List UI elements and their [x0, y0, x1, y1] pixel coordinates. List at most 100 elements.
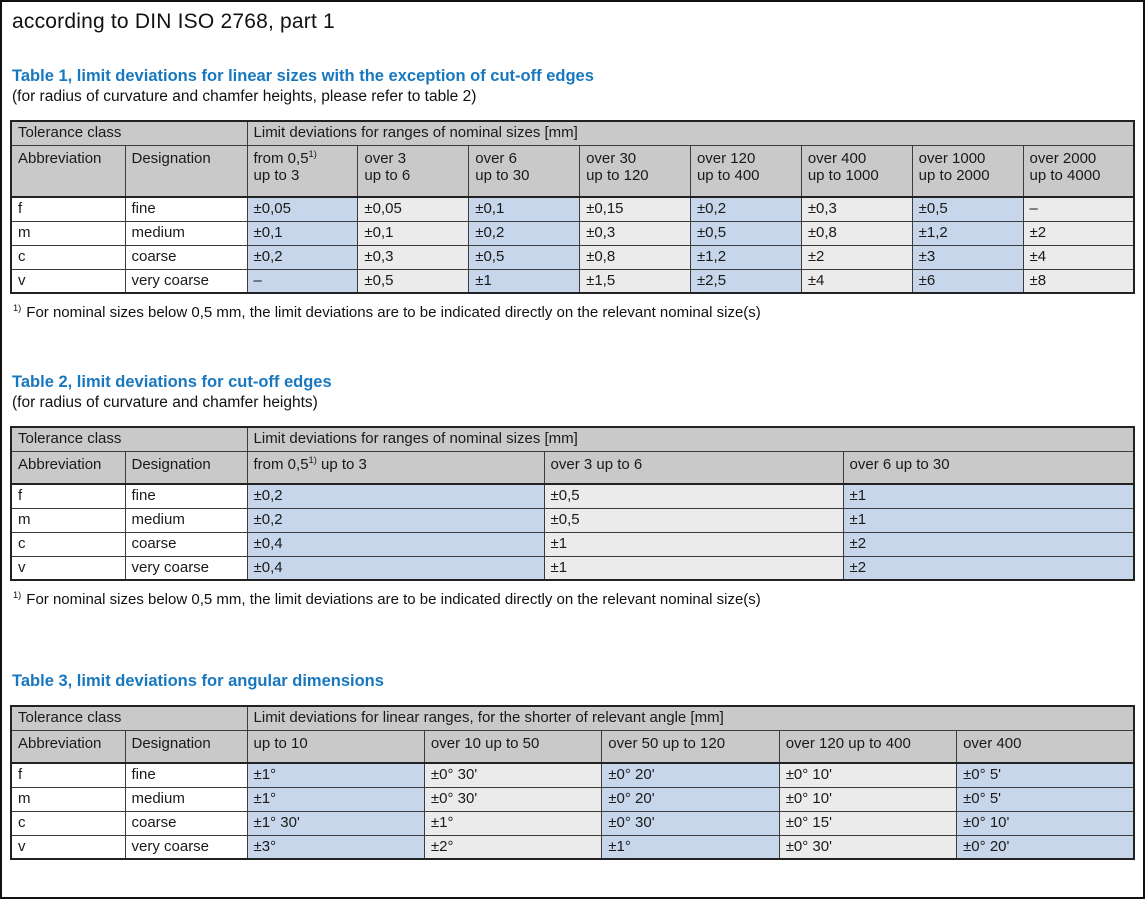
value-cell: ±0,2: [246, 507, 545, 533]
value-cell: ±2°: [423, 834, 603, 860]
table1-footnote: 1) For nominal sizes below 0,5 mm, the li…: [13, 303, 761, 321]
column-header-designation: Designation: [124, 144, 248, 198]
table3-column-header-row: Abbreviation Designation up to 10 over 1…: [10, 729, 1135, 764]
column-header-range: over 3 up to 6: [357, 144, 470, 198]
table-row: c coarse ±0,4 ±1 ±2: [10, 531, 1135, 557]
abbreviation-cell: v: [10, 268, 126, 294]
column-header-abbreviation: Abbreviation: [10, 144, 126, 198]
table1-tolerance-class-header: Tolerance class: [10, 120, 248, 146]
designation-cell: very coarse: [124, 555, 248, 581]
table1: Tolerance class Limit deviations for ran…: [10, 120, 1135, 294]
column-header-designation: Designation: [124, 450, 248, 485]
abbreviation-cell: v: [10, 555, 126, 581]
value-cell: ±0° 10': [778, 762, 958, 788]
table1-column-header-row: Abbreviation Designation from 0,51) up to…: [10, 144, 1135, 198]
designation-cell: medium: [124, 507, 248, 533]
value-cell: ±0,2: [246, 483, 545, 509]
designation-cell: coarse: [124, 531, 248, 557]
value-cell: ±0° 30': [423, 786, 603, 812]
table3-tolerance-class-header: Tolerance class: [10, 705, 248, 731]
abbreviation-cell: v: [10, 834, 126, 860]
value-cell: ±4: [800, 268, 913, 294]
table-row: c coarse ±1° 30' ±1° ±0° 30' ±0° 15' ±0°…: [10, 810, 1135, 836]
value-cell: ±0° 20': [601, 762, 780, 788]
value-cell: ±0,3: [579, 220, 691, 246]
page-title: according to DIN ISO 2768, part 1: [12, 10, 335, 33]
table-row: f fine ±1° ±0° 30' ±0° 20' ±0° 10' ±0° 5…: [10, 762, 1135, 788]
value-cell: ±1: [842, 483, 1135, 509]
value-cell: ±1: [468, 268, 581, 294]
column-header-abbreviation: Abbreviation: [10, 450, 126, 485]
value-cell: ±2: [1022, 220, 1135, 246]
table-row: v very coarse ±0,4 ±1 ±2: [10, 555, 1135, 581]
table2-heading: Table 2, limit deviations for cut-off ed…: [12, 373, 332, 391]
value-cell: ±0,1: [468, 196, 581, 222]
value-cell: ±0° 30': [423, 762, 603, 788]
column-header-range: from 0,51) up to 3: [246, 144, 359, 198]
column-header-range: over 400 up to 1000: [800, 144, 913, 198]
abbreviation-cell: f: [10, 762, 126, 788]
column-header-range: over 3 up to 6: [543, 450, 844, 485]
value-cell: ±0° 20': [601, 786, 780, 812]
designation-cell: fine: [124, 196, 248, 222]
value-cell: ±2: [842, 555, 1135, 581]
value-cell: ±0° 10': [778, 786, 958, 812]
value-cell: ±1,5: [579, 268, 691, 294]
table1-limit-deviations-header: Limit deviations for ranges of nominal s…: [246, 120, 1135, 146]
table3-group-header-row: Tolerance class Limit deviations for lin…: [10, 705, 1135, 731]
column-header-range: over 6 up to 30: [468, 144, 581, 198]
column-header-range: up to 10: [246, 729, 425, 764]
value-cell: ±1: [842, 507, 1135, 533]
column-header-range: over 120 up to 400: [689, 144, 802, 198]
value-cell: ±1°: [601, 834, 780, 860]
table-row: c coarse ±0,2 ±0,3 ±0,5 ±0,8 ±1,2 ±2 ±3 …: [10, 244, 1135, 270]
value-cell: ±6: [911, 268, 1024, 294]
value-cell: ±0° 30': [778, 834, 958, 860]
abbreviation-cell: c: [10, 531, 126, 557]
value-cell: ±2: [800, 244, 913, 270]
value-cell: ±1,2: [911, 220, 1024, 246]
value-cell: ±0,1: [246, 220, 359, 246]
value-cell: ±0,2: [689, 196, 802, 222]
value-cell: ±3°: [246, 834, 425, 860]
column-header-range: over 30 up to 120: [579, 144, 691, 198]
value-cell: ±0,15: [579, 196, 691, 222]
value-cell: ±0,05: [246, 196, 359, 222]
value-cell: ±0,5: [911, 196, 1024, 222]
abbreviation-cell: m: [10, 786, 126, 812]
column-header-designation: Designation: [124, 729, 248, 764]
table1-subtitle: (for radius of curvature and chamfer hei…: [12, 88, 477, 105]
abbreviation-cell: f: [10, 196, 126, 222]
table-row: m medium ±0,1 ±0,1 ±0,2 ±0,3 ±0,5 ±0,8 ±…: [10, 220, 1135, 246]
value-cell: ±1°: [246, 786, 425, 812]
column-header-range: over 400: [956, 729, 1135, 764]
table2-group-header-row: Tolerance class Limit deviations for ran…: [10, 426, 1135, 452]
value-cell: ±0° 30': [601, 810, 780, 836]
value-cell: ±0° 5': [956, 786, 1135, 812]
value-cell: ±0,5: [543, 483, 844, 509]
column-header-range: over 10 up to 50: [423, 729, 603, 764]
footnote-marker: 1): [13, 590, 22, 600]
value-cell: ±0,5: [468, 244, 581, 270]
designation-cell: very coarse: [124, 834, 248, 860]
abbreviation-cell: m: [10, 507, 126, 533]
column-header-range: over 50 up to 120: [601, 729, 780, 764]
footnote-marker: 1): [308, 148, 317, 159]
value-cell: –: [246, 268, 359, 294]
value-cell: ±0° 10': [956, 810, 1135, 836]
value-cell: ±3: [911, 244, 1024, 270]
value-cell: ±0,4: [246, 555, 545, 581]
abbreviation-cell: c: [10, 244, 126, 270]
footnote-marker: 1): [308, 454, 317, 465]
value-cell: ±0,1: [357, 220, 470, 246]
table2-subtitle: (for radius of curvature and chamfer hei…: [12, 394, 318, 411]
table-row: v very coarse – ±0,5 ±1 ±1,5 ±2,5 ±4 ±6 …: [10, 268, 1135, 294]
column-header-range: over 6 up to 30: [842, 450, 1135, 485]
value-cell: ±0,8: [579, 244, 691, 270]
value-cell: ±2,5: [689, 268, 802, 294]
value-cell: ±0,5: [543, 507, 844, 533]
table-row: m medium ±0,2 ±0,5 ±1: [10, 507, 1135, 533]
table2-limit-deviations-header: Limit deviations for ranges of nominal s…: [246, 426, 1135, 452]
table2-tolerance-class-header: Tolerance class: [10, 426, 248, 452]
designation-cell: coarse: [124, 244, 248, 270]
